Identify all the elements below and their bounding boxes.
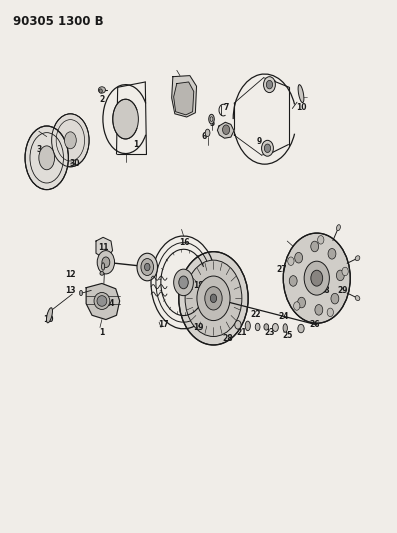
Ellipse shape [235, 320, 241, 329]
Circle shape [262, 140, 274, 156]
Circle shape [283, 233, 350, 323]
Circle shape [288, 257, 294, 265]
Circle shape [331, 293, 339, 304]
Circle shape [102, 257, 110, 268]
Circle shape [223, 125, 229, 134]
Ellipse shape [283, 324, 287, 332]
Text: 28: 28 [319, 286, 330, 295]
Circle shape [179, 252, 248, 345]
Text: 18: 18 [193, 280, 204, 289]
Text: 19: 19 [193, 323, 204, 332]
Text: 24: 24 [278, 312, 289, 321]
Text: 21: 21 [237, 328, 247, 337]
Text: 15: 15 [140, 265, 150, 273]
Circle shape [137, 253, 158, 281]
Ellipse shape [205, 129, 210, 136]
Text: 11: 11 [98, 244, 109, 253]
Circle shape [295, 253, 303, 263]
Polygon shape [86, 284, 119, 319]
Ellipse shape [355, 256, 360, 261]
Text: 30: 30 [69, 159, 79, 167]
Text: 25: 25 [282, 331, 292, 340]
Text: 20: 20 [211, 278, 222, 287]
Circle shape [266, 80, 273, 89]
Ellipse shape [298, 324, 304, 333]
Ellipse shape [52, 114, 89, 167]
Circle shape [328, 248, 336, 259]
Text: 16: 16 [179, 238, 190, 247]
Text: 1: 1 [133, 140, 138, 149]
Circle shape [97, 251, 114, 274]
Ellipse shape [98, 87, 106, 93]
Circle shape [327, 308, 333, 317]
Circle shape [298, 297, 306, 308]
Circle shape [289, 276, 297, 286]
Text: 5: 5 [210, 119, 215, 128]
Ellipse shape [264, 324, 269, 330]
Polygon shape [96, 237, 113, 257]
Text: 28: 28 [223, 334, 233, 343]
Circle shape [311, 270, 323, 286]
Ellipse shape [102, 263, 105, 270]
Text: 26: 26 [310, 320, 320, 329]
Circle shape [315, 304, 323, 315]
Text: 22: 22 [251, 310, 261, 319]
Text: 3: 3 [36, 146, 41, 155]
Ellipse shape [46, 308, 52, 323]
Circle shape [173, 269, 193, 296]
Polygon shape [218, 122, 234, 138]
Text: 6: 6 [202, 132, 207, 141]
Text: 1: 1 [99, 328, 104, 337]
Circle shape [205, 287, 222, 310]
Circle shape [318, 236, 324, 244]
Text: 27: 27 [276, 265, 287, 273]
Ellipse shape [100, 271, 104, 275]
Text: 2: 2 [99, 95, 104, 104]
Circle shape [264, 77, 276, 93]
Circle shape [264, 144, 271, 152]
Ellipse shape [113, 99, 139, 139]
Circle shape [342, 267, 348, 276]
Circle shape [179, 276, 188, 289]
Ellipse shape [209, 114, 214, 124]
Circle shape [145, 263, 150, 271]
Text: 10: 10 [296, 103, 306, 112]
Polygon shape [98, 257, 112, 272]
Text: 8: 8 [225, 127, 231, 136]
Text: 23: 23 [264, 328, 275, 337]
Ellipse shape [337, 224, 340, 231]
Ellipse shape [355, 296, 360, 301]
Polygon shape [173, 82, 194, 115]
Circle shape [304, 261, 330, 295]
Text: 4: 4 [184, 84, 189, 93]
Ellipse shape [39, 146, 55, 169]
Polygon shape [172, 76, 197, 117]
Ellipse shape [99, 89, 102, 93]
Circle shape [294, 302, 300, 310]
Text: 90305 1300 B: 90305 1300 B [13, 14, 104, 28]
Ellipse shape [97, 296, 107, 306]
Text: 14: 14 [104, 299, 115, 308]
Ellipse shape [79, 290, 83, 296]
Circle shape [197, 276, 230, 320]
Text: 7: 7 [224, 103, 229, 112]
Text: 17: 17 [158, 320, 168, 329]
Ellipse shape [64, 132, 76, 149]
Circle shape [141, 259, 154, 276]
Ellipse shape [25, 126, 68, 190]
Ellipse shape [245, 321, 251, 330]
Ellipse shape [298, 85, 304, 103]
Text: 9: 9 [257, 138, 262, 147]
Circle shape [336, 270, 344, 281]
Ellipse shape [255, 323, 260, 330]
Circle shape [311, 241, 319, 252]
Text: 13: 13 [65, 286, 75, 295]
Ellipse shape [272, 324, 278, 332]
Text: 10: 10 [43, 315, 54, 324]
Text: 29: 29 [337, 286, 348, 295]
Circle shape [185, 260, 242, 336]
Text: 12: 12 [65, 270, 75, 279]
Ellipse shape [94, 293, 110, 310]
Circle shape [210, 294, 217, 303]
